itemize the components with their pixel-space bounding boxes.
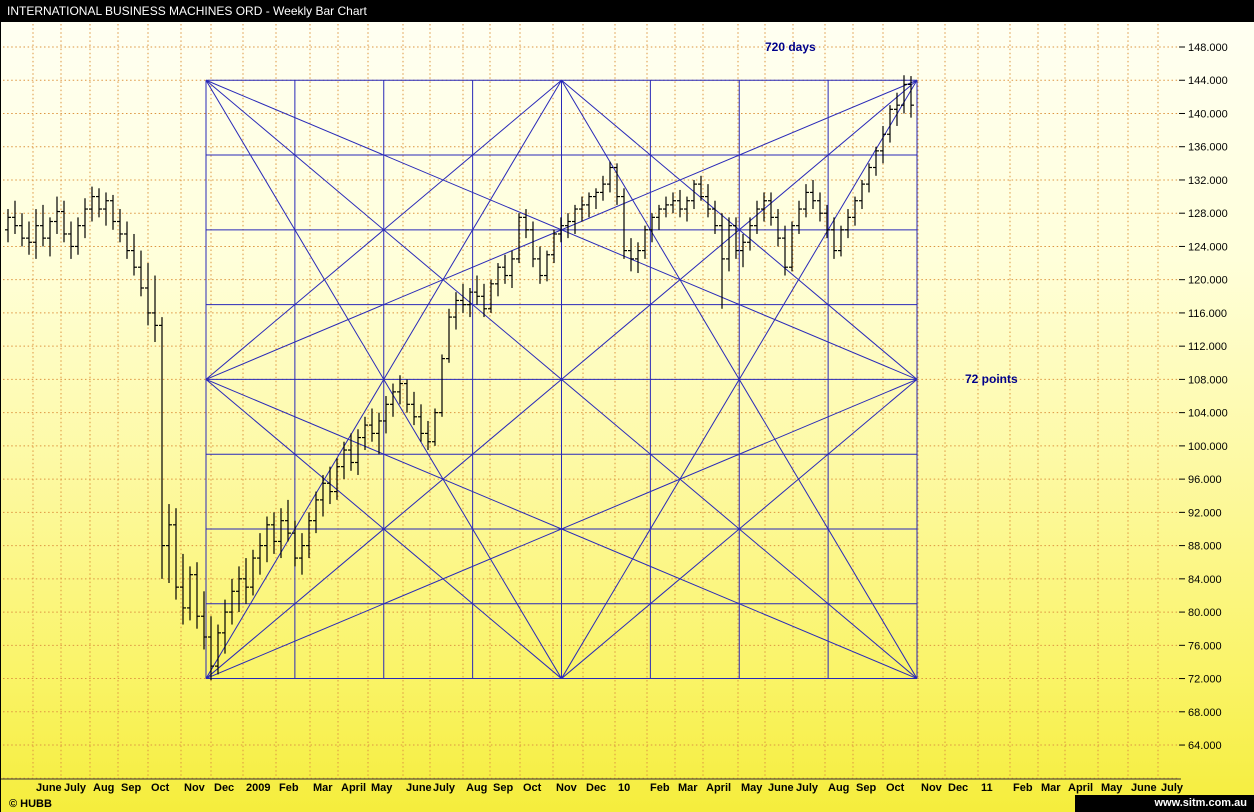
price-axis-label: 132.000 <box>1188 175 1228 187</box>
month-axis-label: Nov <box>556 782 578 794</box>
month-axis-label: Aug <box>466 782 487 794</box>
month-axis-label: Nov <box>921 782 943 794</box>
price-axis-label: 148.000 <box>1188 42 1228 54</box>
price-axis-label: 68.000 <box>1188 707 1222 719</box>
month-axis-label: Nov <box>184 782 206 794</box>
year-axis-label: 10 <box>618 782 630 794</box>
month-axis-label: Mar <box>678 782 698 794</box>
gann-diagonal <box>561 79 918 380</box>
window-title: INTERNATIONAL BUSINESS MACHINES ORD - We… <box>7 4 367 18</box>
month-axis-label: Feb <box>1013 782 1033 794</box>
month-axis-label: Mar <box>313 782 333 794</box>
price-bars <box>5 75 914 681</box>
price-time-grid <box>3 24 1179 779</box>
month-axis-label: June <box>406 782 432 794</box>
price-axis-label: 92.000 <box>1188 507 1222 519</box>
price-axis-label: 72.000 <box>1188 674 1222 686</box>
month-axis-label: May <box>741 782 763 794</box>
month-axis-label: Dec <box>948 782 968 794</box>
month-axis-label: July <box>796 782 819 794</box>
website-bar: www.sitm.com.au <box>1075 795 1254 812</box>
month-axis-label: May <box>371 782 393 794</box>
price-axis-label: 64.000 <box>1188 740 1222 752</box>
month-axis-label: Feb <box>650 782 670 794</box>
gann-days-annotation: 720 days <box>765 40 816 54</box>
month-axis-label: Sep <box>856 782 876 794</box>
gann-diagonal <box>205 79 918 679</box>
price-axis-label: 136.000 <box>1188 142 1228 154</box>
axes: 148.000 144.000 140.000 136.000 132.000 128.0… <box>1 42 1228 794</box>
gann-square <box>205 79 918 680</box>
price-axis-label: 124.000 <box>1188 241 1228 253</box>
price-axis-label: 108.000 <box>1188 374 1228 386</box>
price-axis-label: 144.000 <box>1188 75 1228 87</box>
month-axis-label: Oct <box>886 782 905 794</box>
month-axis-label: Oct <box>151 782 170 794</box>
gann-points-annotation: 72 points <box>965 372 1018 386</box>
month-axis-label: July <box>433 782 456 794</box>
month-axis-label: June <box>1131 782 1157 794</box>
month-axis-label: Aug <box>93 782 114 794</box>
month-axis-label: May <box>1101 782 1123 794</box>
gann-diagonal <box>205 379 562 679</box>
month-axis-label: Feb <box>279 782 299 794</box>
month-axis-label: July <box>64 782 87 794</box>
month-axis-label: Dec <box>586 782 606 794</box>
price-axis-label: 112.000 <box>1188 341 1227 353</box>
gann-diagonal <box>205 79 562 679</box>
price-axis-label: 120.000 <box>1188 275 1228 287</box>
gann-diagonal <box>561 379 918 679</box>
month-axis-label: Oct <box>523 782 542 794</box>
copyright-label: © HUBB <box>9 798 52 810</box>
price-axis-label: 96.000 <box>1188 474 1222 486</box>
price-axis-label: 84.000 <box>1188 574 1222 586</box>
price-axis-label: 76.000 <box>1188 640 1222 652</box>
price-axis-label: 88.000 <box>1188 541 1222 553</box>
price-axis-label: 128.000 <box>1188 208 1228 220</box>
gann-diagonal <box>205 79 562 380</box>
price-axis-label: 104.000 <box>1188 408 1228 420</box>
price-axis-label: 116.000 <box>1188 308 1227 320</box>
month-axis-label: Sep <box>121 782 141 794</box>
month-axis-label: Sep <box>493 782 513 794</box>
month-axis-label: July <box>1161 782 1184 794</box>
year-axis-label: 2009 <box>246 782 270 794</box>
gann-diagonal <box>561 79 918 679</box>
price-axis-label: 140.000 <box>1188 108 1228 120</box>
month-axis-label: Aug <box>828 782 849 794</box>
month-axis-label: June <box>36 782 62 794</box>
year-axis-label: 11 <box>981 782 993 794</box>
month-axis-label: April <box>341 782 366 794</box>
month-axis-label: April <box>1068 782 1093 794</box>
price-axis-label: 80.000 <box>1188 607 1222 619</box>
title-bar: INTERNATIONAL BUSINESS MACHINES ORD - We… <box>1 0 1254 22</box>
gann-diagonal <box>205 378 918 680</box>
price-axis-label: 100.000 <box>1188 441 1228 453</box>
website-label: www.sitm.com.au <box>1154 797 1247 809</box>
month-axis-label: April <box>706 782 731 794</box>
month-axis-label: Mar <box>1041 782 1061 794</box>
month-axis-label: Dec <box>214 782 234 794</box>
month-axis-label: June <box>768 782 794 794</box>
